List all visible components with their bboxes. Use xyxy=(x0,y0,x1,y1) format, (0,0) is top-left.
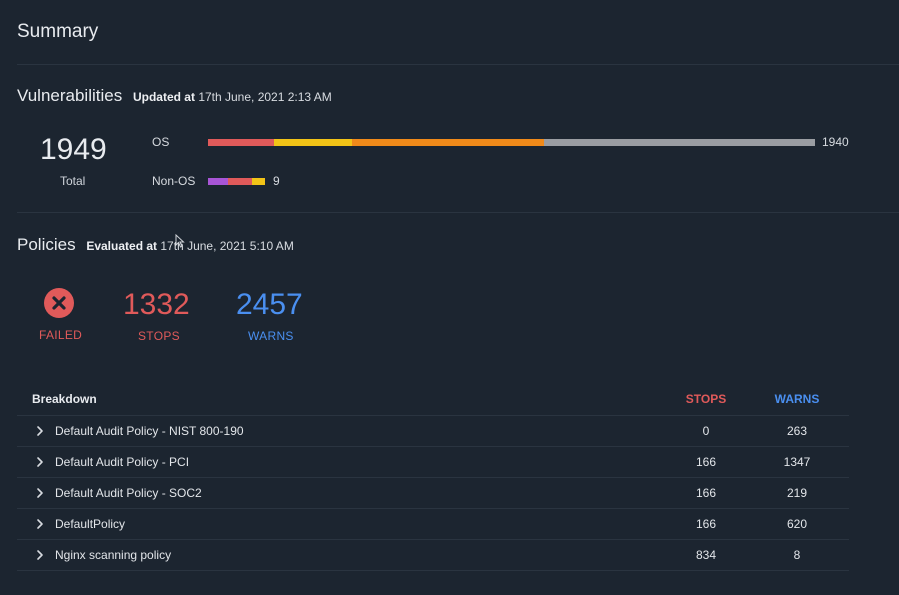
bar-segment xyxy=(273,139,353,146)
table-row[interactable]: Default Audit Policy - PCI 166 1347 xyxy=(17,447,849,478)
policy-warns: 8 xyxy=(793,548,801,562)
policy-stops: 166 xyxy=(695,517,717,531)
warns-value: 2457 xyxy=(236,288,303,321)
os-vulnerability-bar[interactable] xyxy=(208,139,815,146)
divider xyxy=(17,64,899,65)
stops-column-header[interactable]: STOPS xyxy=(685,392,727,406)
bar-segment xyxy=(543,139,815,146)
os-bar-label: OS xyxy=(152,135,170,149)
policy-warns: 263 xyxy=(786,424,808,438)
evaluated-value: 17th June, 2021 5:10 AM xyxy=(160,239,294,253)
breakdown-header: Breakdown xyxy=(32,392,97,406)
vulnerabilities-section-title: Vulnerabilities Updated at 17th June, 20… xyxy=(17,86,332,106)
policy-warns: 1347 xyxy=(783,455,811,469)
policy-status-label: FAILED xyxy=(39,328,83,342)
non-os-bar-label: Non-OS xyxy=(152,174,196,188)
non-os-bar-count: 9 xyxy=(273,174,280,188)
vulnerabilities-updated: Updated at 17th June, 2021 2:13 AM xyxy=(133,90,332,104)
policy-stops: 834 xyxy=(695,548,717,562)
os-bar-count: 1940 xyxy=(822,135,849,149)
chevron-right-icon[interactable] xyxy=(34,425,46,437)
table-row[interactable]: Default Audit Policy - SOC2 166 219 xyxy=(17,478,849,509)
non-os-vulnerability-bar[interactable] xyxy=(208,178,265,185)
policy-name: Default Audit Policy - NIST 800-190 xyxy=(55,424,244,438)
policy-name: Nginx scanning policy xyxy=(55,548,172,562)
vulnerabilities-total-value: 1949 xyxy=(40,133,107,166)
chevron-right-icon[interactable] xyxy=(34,456,46,468)
policy-name: DefaultPolicy xyxy=(55,517,126,531)
chevron-right-icon[interactable] xyxy=(34,518,46,530)
policy-name: Default Audit Policy - SOC2 xyxy=(55,486,202,500)
policies-title: Policies xyxy=(17,235,76,254)
divider xyxy=(17,212,899,213)
bar-segment xyxy=(251,178,265,185)
breakdown-rows: Default Audit Policy - NIST 800-190 0 263 D… xyxy=(17,416,849,571)
warns-label: WARNS xyxy=(248,329,294,343)
bar-segment xyxy=(352,139,544,146)
table-row[interactable]: Nginx scanning policy 834 8 xyxy=(17,540,849,571)
policy-name: Default Audit Policy - PCI xyxy=(55,455,190,469)
breakdown-table: Breakdown STOPS WARNS Default Audit Poli… xyxy=(17,385,849,571)
bar-segment xyxy=(208,139,274,146)
vulnerabilities-title: Vulnerabilities xyxy=(17,86,123,105)
policies-section-title: Policies Evaluated at 17th June, 2021 5:… xyxy=(17,235,294,255)
breakdown-table-header: Breakdown STOPS WARNS xyxy=(17,385,849,416)
evaluated-label: Evaluated at xyxy=(86,239,158,253)
page-title: Summary xyxy=(17,21,99,42)
policy-stops: 166 xyxy=(695,455,717,469)
stops-label: STOPS xyxy=(138,329,180,343)
chevron-right-icon[interactable] xyxy=(34,549,46,561)
vulnerabilities-total-label: Total xyxy=(60,174,86,188)
bar-segment xyxy=(208,178,228,185)
updated-label: Updated at xyxy=(132,90,195,104)
bar-segment xyxy=(227,178,252,185)
updated-value: 17th June, 2021 2:13 AM xyxy=(198,90,332,104)
policy-warns: 620 xyxy=(786,517,808,531)
policy-stops: 166 xyxy=(695,486,717,500)
stops-value: 1332 xyxy=(123,288,190,321)
table-row[interactable]: DefaultPolicy 166 620 xyxy=(17,509,849,540)
chevron-right-icon[interactable] xyxy=(34,487,46,499)
policy-warns: 219 xyxy=(786,486,808,500)
policies-evaluated: Evaluated at 17th June, 2021 5:10 AM xyxy=(86,239,293,253)
policy-stops: 0 xyxy=(702,424,710,438)
failed-x-icon xyxy=(44,288,74,318)
mouse-cursor-icon xyxy=(175,234,185,248)
warns-column-header[interactable]: WARNS xyxy=(774,392,820,406)
table-row[interactable]: Default Audit Policy - NIST 800-190 0 263 xyxy=(17,416,849,447)
